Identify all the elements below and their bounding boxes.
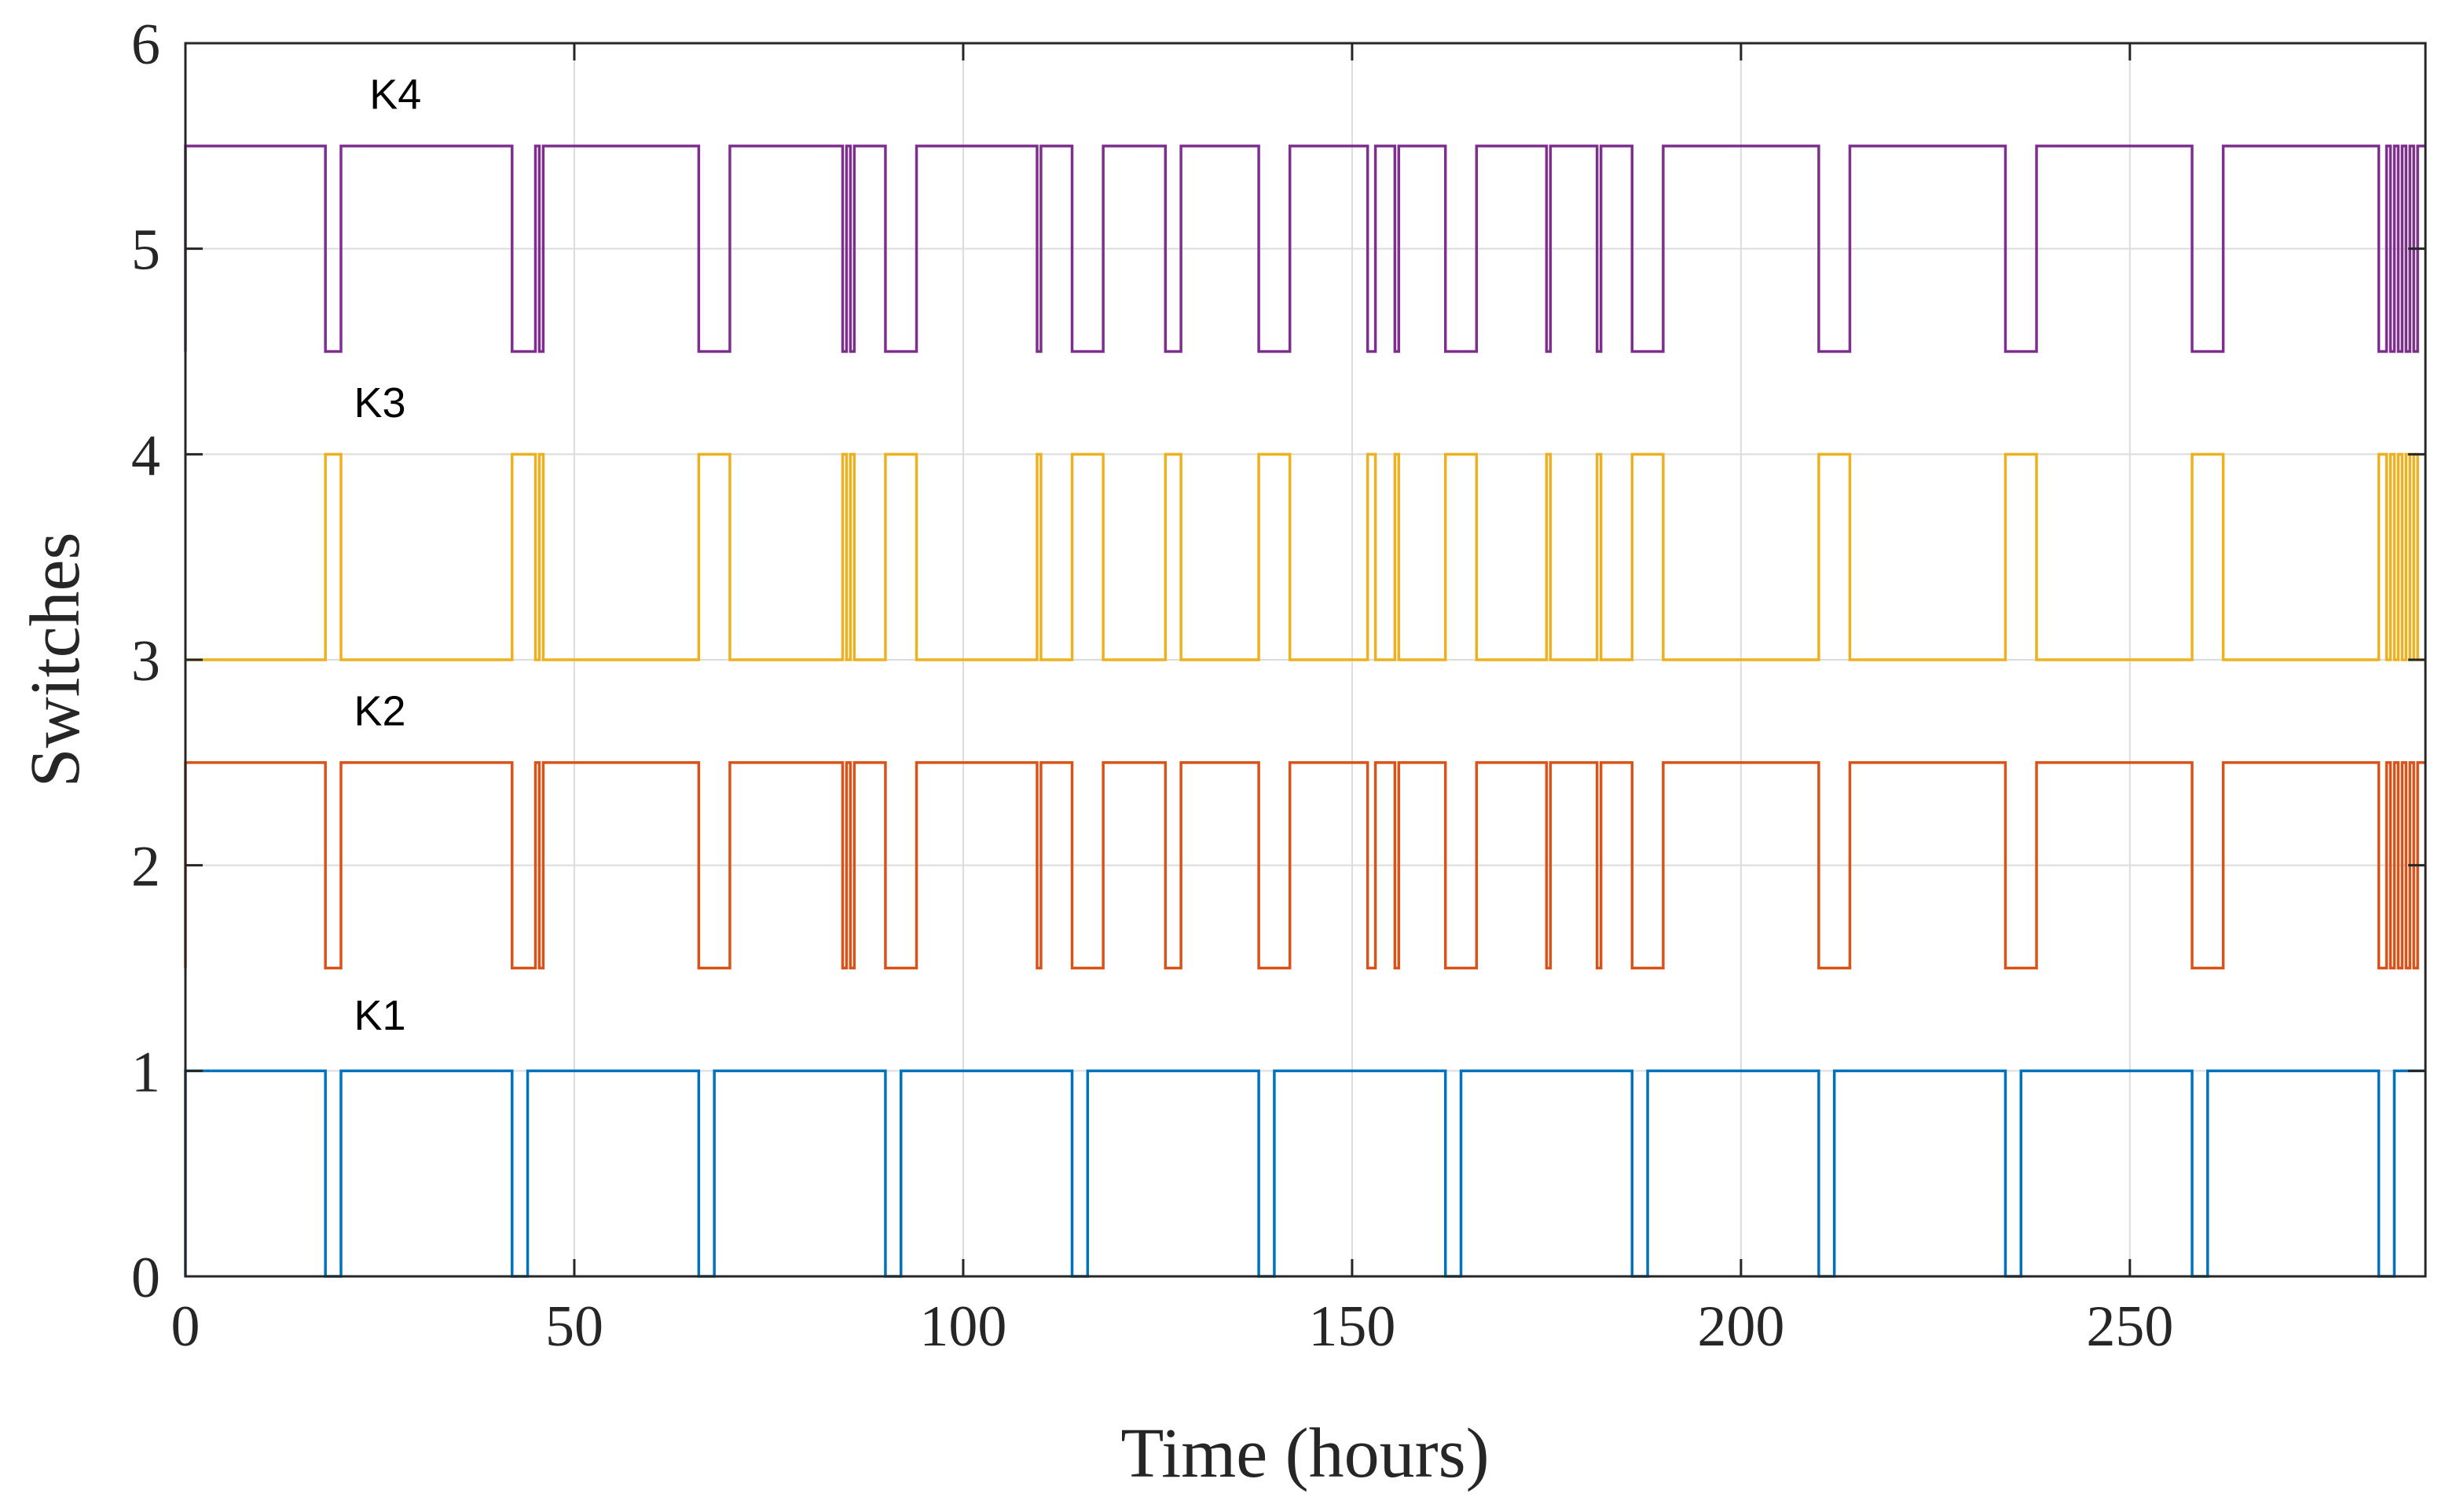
series-label-k2: K2 [354, 688, 405, 735]
series-annotations: K1 K2 K3 K4 [354, 71, 421, 1039]
x-tick-label: 250 [2086, 1294, 2173, 1359]
series-line-k1 [184, 1069, 2425, 1278]
y-tick-label: 3 [131, 629, 160, 694]
y-axis-title: Switches [16, 533, 94, 788]
x-tick-label: 150 [1308, 1294, 1395, 1359]
x-tick-label: 200 [1697, 1294, 1784, 1359]
y-tick-label: 0 [131, 1246, 160, 1310]
series-label-k4: K4 [369, 71, 421, 119]
series-group [184, 145, 2425, 1278]
y-tick-label: 5 [131, 218, 160, 283]
series-label-k3: K3 [354, 379, 405, 427]
series-label-k1: K1 [354, 992, 405, 1039]
axis-ticks: 0 50 100 150 200 250 0 1 2 3 4 5 6 [131, 13, 2425, 1359]
x-tick-label: 0 [171, 1294, 200, 1359]
y-tick-label: 6 [131, 13, 160, 77]
series-line-k2 [184, 761, 2425, 970]
x-axis-title: Time (hours) [1120, 1415, 1489, 1492]
x-tick-label: 100 [919, 1294, 1006, 1359]
series-line-k4 [184, 145, 2425, 353]
series-line-k3 [185, 452, 2425, 661]
y-tick-label: 2 [131, 835, 160, 899]
x-tick-label: 50 [545, 1294, 603, 1359]
y-tick-label: 4 [131, 423, 160, 488]
y-tick-label: 1 [131, 1040, 160, 1104]
